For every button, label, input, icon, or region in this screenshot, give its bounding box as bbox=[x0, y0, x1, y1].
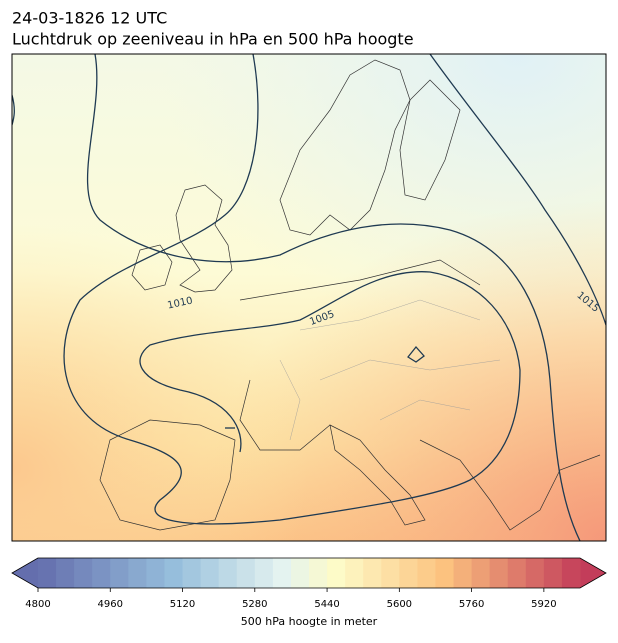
title: 24-03-1826 12 UTC bbox=[12, 9, 167, 28]
colorbar-segment bbox=[435, 558, 455, 588]
colorbar-segment bbox=[128, 558, 147, 588]
isobars bbox=[12, 54, 606, 541]
colorbar-tick-label: 4800 bbox=[25, 599, 50, 610]
colorbar-tick-label: 5440 bbox=[314, 599, 339, 610]
colorbar-segment bbox=[182, 558, 202, 588]
colorbar-segment bbox=[200, 558, 220, 588]
colorbar-segment bbox=[489, 558, 509, 588]
colorbar-tick-label: 5120 bbox=[170, 599, 195, 610]
colorbar-segment bbox=[525, 558, 545, 588]
colorbar-segment bbox=[164, 558, 184, 588]
colorbar-segment bbox=[561, 558, 581, 588]
colorbar-segment bbox=[507, 558, 527, 588]
colorbar-label: 500 hPa hoogte in meter bbox=[241, 615, 378, 628]
colorbar-segment bbox=[399, 558, 418, 588]
map bbox=[12, 54, 606, 541]
colorbar-segment bbox=[56, 558, 75, 588]
colorbar-tick-label: 5760 bbox=[459, 599, 484, 610]
colorbar-segment bbox=[417, 558, 436, 588]
colorbar-segment bbox=[272, 558, 292, 588]
colorbar-tick-label: 5920 bbox=[531, 599, 556, 610]
colorbar-tick-label: 4960 bbox=[98, 599, 123, 610]
contour-label: 1010 bbox=[167, 295, 194, 311]
colorbar-segment bbox=[290, 558, 310, 588]
colorbar-segment bbox=[38, 558, 57, 588]
colorbar-tick-label: 5280 bbox=[242, 599, 267, 610]
colorbar-segment bbox=[345, 558, 364, 588]
subtitle: Luchtdruk op zeeniveau in hPa en 500 hPa… bbox=[12, 30, 414, 49]
colorbar-segment bbox=[218, 558, 238, 588]
colorbar-segment bbox=[74, 558, 93, 588]
coastlines bbox=[99, 59, 601, 531]
colorbar-segment bbox=[327, 558, 346, 588]
colorbar-outline bbox=[11, 557, 607, 589]
colorbar-segment bbox=[146, 558, 165, 588]
colorbar-segment bbox=[254, 558, 274, 588]
colorbar-extend-low bbox=[12, 558, 38, 588]
colorbar-segment bbox=[236, 558, 256, 588]
map-frame bbox=[11, 53, 607, 542]
colorbar-segment bbox=[309, 558, 328, 588]
colorbar-segment bbox=[363, 558, 382, 588]
colorbar-segment bbox=[543, 558, 563, 588]
colorbar-segment bbox=[381, 558, 400, 588]
colorbar: 4800 4960 5120 5280 5440 5600 5760 5920 bbox=[11, 557, 607, 610]
colorbar-segment bbox=[453, 558, 473, 588]
colorbar-tick-label: 5600 bbox=[387, 599, 412, 610]
colorbar-segment bbox=[471, 558, 491, 588]
colorbar-segment bbox=[110, 558, 129, 588]
colorbar-extend-high bbox=[580, 558, 606, 588]
colorbar-segment bbox=[92, 558, 111, 588]
